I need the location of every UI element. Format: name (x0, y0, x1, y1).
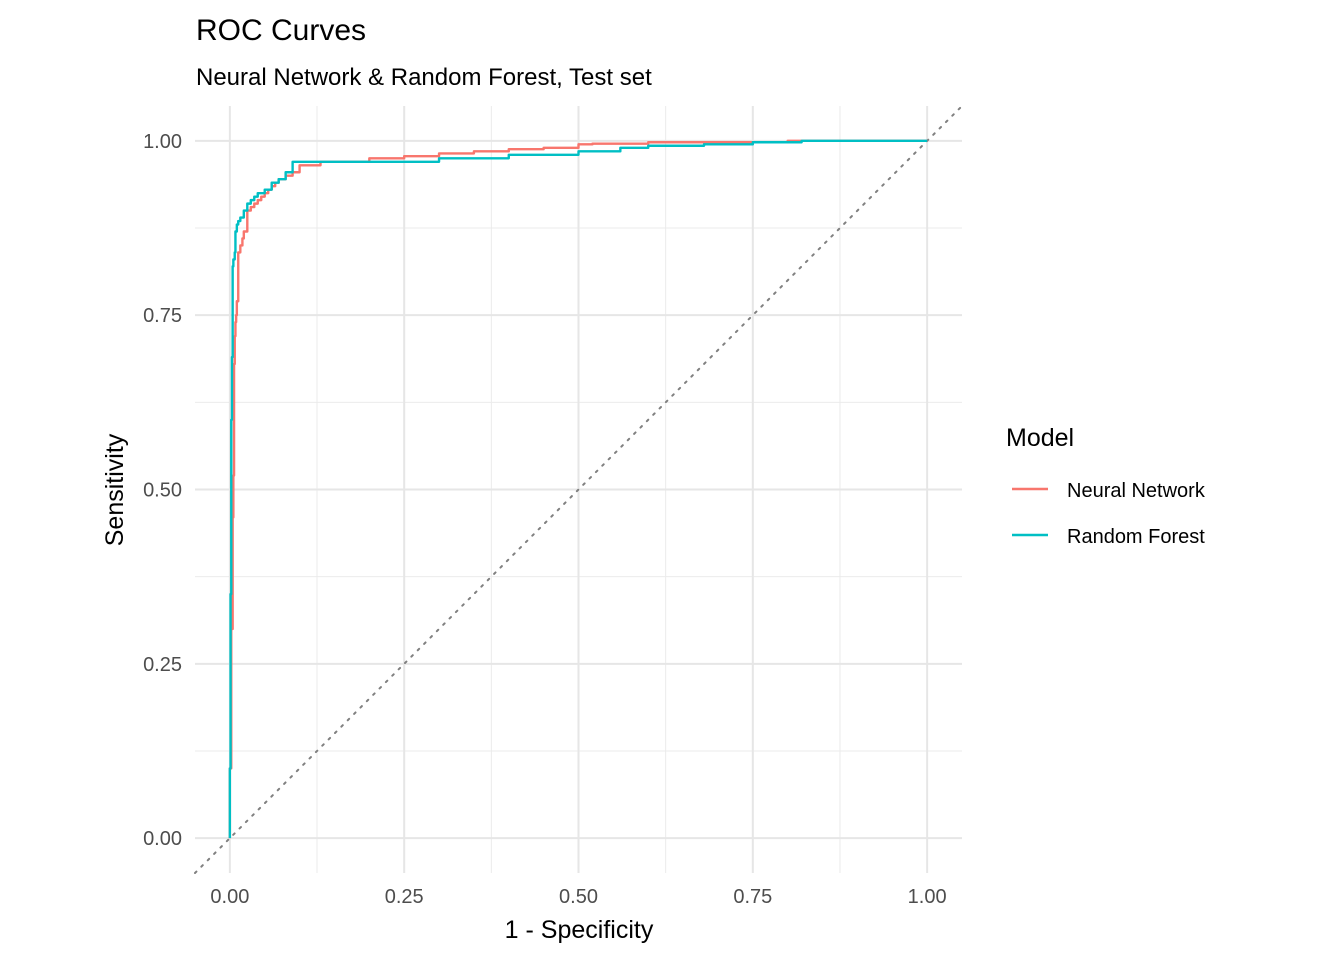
y-tick-label: 0.75 (143, 305, 182, 327)
legend: Model Neural Network Random Forest (1006, 424, 1206, 548)
y-tick-label: 0.50 (143, 480, 182, 502)
tick-label-layer: 0.00 0.25 0.50 0.75 1.00 0.00 0.25 0.50 0.75 1.00 (143, 131, 947, 908)
y-axis-title: Sensitivity (101, 433, 129, 546)
legend-items: Neural Network Random Forest (1012, 480, 1206, 548)
y-tick-label: 0.25 (143, 654, 182, 676)
x-tick-label: 0.50 (559, 886, 598, 908)
series-layer (228, 139, 928, 839)
legend-label: Neural Network (1067, 480, 1206, 502)
legend-label: Random Forest (1067, 526, 1205, 548)
y-tick-label: 1.00 (143, 131, 182, 153)
x-tick-label: 1.00 (908, 886, 947, 908)
diagonal-reference-line (194, 105, 963, 874)
y-tick-label: 0.00 (143, 828, 182, 850)
chart-subtitle: Neural Network & Random Forest, Test set (196, 64, 652, 91)
random-forest-roc-line (228, 139, 928, 839)
x-tick-label: 0.75 (733, 886, 772, 908)
x-axis-title: 1 - Specificity (505, 916, 654, 944)
grid-layer (195, 106, 962, 873)
neural-network-roc-line (228, 139, 928, 839)
legend-title: Model (1006, 424, 1074, 452)
reference-line-layer (194, 105, 963, 874)
chart-title: ROC Curves (196, 14, 366, 47)
x-tick-label: 0.00 (210, 886, 249, 908)
x-tick-label: 0.25 (385, 886, 424, 908)
